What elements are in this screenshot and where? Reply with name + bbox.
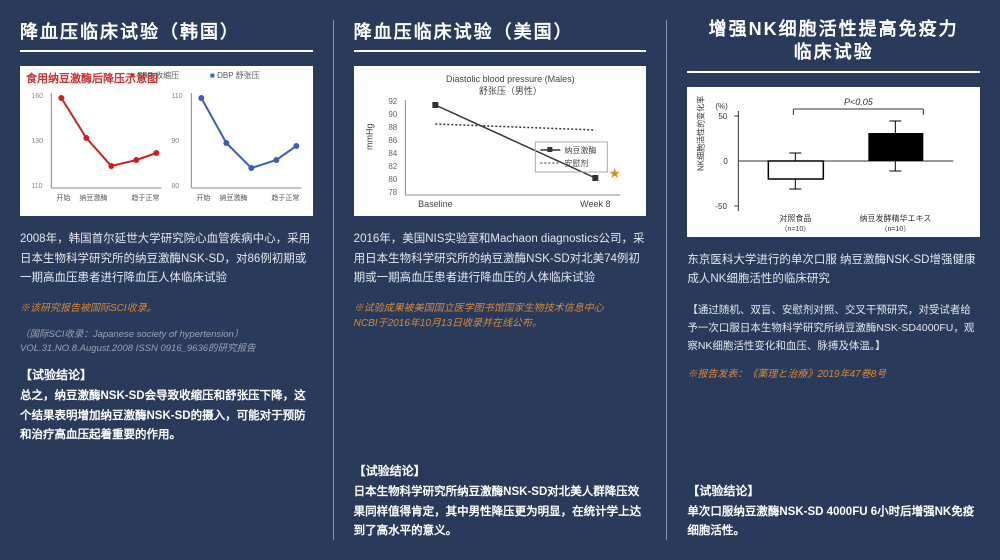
note-sci: ※该研究报告被国际SCI收录。 [20,301,313,316]
note-journal: ※报告发表：《薬理と治療》2019年47巻8号 [687,367,980,382]
svg-text:-50: -50 [716,202,728,211]
column-usa: 降血压临床试验（美国） Diastolic blood pressure (Ma… [334,0,667,560]
svg-text:（n=10）: （n=10） [881,225,911,233]
svg-text:趋于正常: 趋于正常 [271,193,299,202]
svg-text:84: 84 [388,149,397,158]
conclusion-usa: 日本生物科学研究所纳豆激酶NSK-SD对北美人群降压效果同样值得肯定，其中男性降… [354,483,647,542]
svg-text:对照食品: 对照食品 [780,213,812,223]
chart-nk: P<0.05 (%) NK细胞活性的变化率 50 0 -50 [687,87,980,237]
svg-text:趋于正常: 趋于正常 [131,193,159,202]
svg-text:130: 130 [31,138,43,145]
svg-text:舒张压（男性）: 舒张压（男性） [479,85,542,96]
svg-text:★: ★ [608,165,621,181]
chart-korea: 食用纳豆激酶后降压示意图 ■ SBP 收缩压 ■ DBP 舒张压 160 130… [20,66,313,216]
body-korea: 2008年，韩国首尔延世大学研究院心血管疾病中心，采用日本生物科学研究所的纳豆激… [20,230,313,289]
line-chart-dbp: Diastolic blood pressure (Males) 舒张压（男性）… [358,70,643,212]
title-nk: 增强NK细胞活性提高免疫力 临床试验 [687,18,980,65]
svg-text:mmHg: mmHg [364,124,374,151]
underline [354,50,647,52]
column-nk: 增强NK细胞活性提高免疫力 临床试验 P<0.05 (%) NK细胞活性的变化率… [667,0,1000,560]
svg-text:纳豆激酶: 纳豆激酶 [219,193,247,202]
underline [20,50,313,52]
title-usa: 降血压临床试验（美国） [354,18,647,44]
legend-dbp: ■ DBP 舒张压 [210,70,260,81]
note-ncbi: ※试验成果被美国国立医学图书馆国家生物技术信息中心 NCBI于2016年10月1… [354,301,647,331]
svg-text:纳豆发酵精华エキス: 纳豆发酵精华エキス [860,213,932,223]
svg-text:110: 110 [31,183,42,190]
chart-usa: Diastolic blood pressure (Males) 舒张压（男性）… [354,66,647,216]
svg-text:90: 90 [388,110,397,119]
svg-text:（n=10）: （n=10） [781,225,811,233]
conclusion-nk: 单次口服纳豆激酶NSK-SD 4000FU 6小时后增强NK免疫细胞活性。 [687,503,980,542]
conclusion-korea: 总之，纳豆激酶NSK-SD会导致收缩压和舒张压下降，这个结果表明增加纳豆激酶NS… [20,387,313,446]
body-usa: 2016年，美国NIS实验室和Machaon diagnostics公司，采用日… [354,230,647,289]
body-nk-1: 东京医科大学进行的单次口服 纳豆激酶NSK-SD增强健康成人NK细胞活性的临床研… [687,251,980,290]
svg-text:50: 50 [719,112,728,121]
svg-text:80: 80 [171,183,179,190]
svg-text:开始: 开始 [196,193,210,202]
bar-chart-nk: P<0.05 (%) NK细胞活性的变化率 50 0 -50 [691,91,976,233]
legend-sbp: ■ SBP 收缩压 [130,70,179,81]
svg-text:纳豆激酶: 纳豆激酶 [564,145,596,155]
svg-text:110: 110 [171,93,182,100]
svg-text:安慰剂: 安慰剂 [564,158,588,168]
svg-text:90: 90 [171,138,179,145]
svg-text:(%): (%) [716,102,729,111]
svg-text:0: 0 [724,157,729,166]
conclusion-label: 【试验结论】 [354,462,647,479]
svg-text:80: 80 [388,175,397,184]
body-nk-2: 【通过随机、双盲、安慰剂对照、交叉干预研究，对受试者给予一次口服日本生物科学研究… [687,302,980,356]
column-korea: 降血压临床试验（韩国） 食用纳豆激酶后降压示意图 ■ SBP 收缩压 ■ DBP… [0,0,333,560]
svg-text:82: 82 [388,162,397,171]
dual-line-chart: 160 130 110 开始 纳豆激酶 趋于正常 110 90 80 [24,88,309,213]
svg-text:86: 86 [388,136,397,145]
svg-text:P<0.05: P<0.05 [844,97,874,107]
svg-text:Baseline: Baseline [418,199,453,209]
conclusion-label: 【试验结论】 [20,366,313,383]
conclusion-label: 【试验结论】 [687,482,980,499]
svg-text:Diastolic blood pressure (Male: Diastolic blood pressure (Males) [446,74,575,84]
svg-text:纳豆激酶: 纳豆激酶 [79,193,107,202]
svg-text:78: 78 [388,188,397,197]
svg-text:88: 88 [388,123,397,132]
svg-text:NK细胞活性的变化率: NK细胞活性的变化率 [696,96,706,171]
svg-text:160: 160 [31,93,43,100]
underline [687,71,980,73]
title-korea: 降血压临床试验（韩国） [20,18,313,44]
svg-text:Week 8: Week 8 [580,199,610,209]
note-journal: （国际SCI收录：Japanese society of hypertensio… [20,328,313,357]
svg-text:开始: 开始 [56,193,70,202]
svg-text:92: 92 [388,97,397,106]
